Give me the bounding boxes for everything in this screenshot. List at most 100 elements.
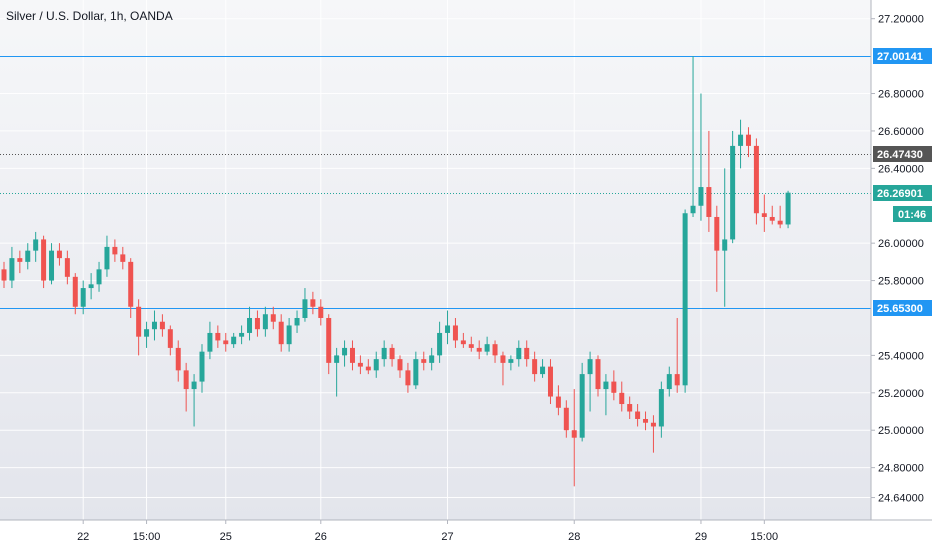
candle-body	[603, 381, 609, 390]
price-label-box	[873, 48, 932, 64]
candle	[397, 355, 403, 378]
candle-body	[278, 321, 284, 345]
candle-body	[730, 145, 736, 240]
candle	[579, 362, 585, 442]
candle-body	[310, 299, 316, 307]
candle-body	[785, 192, 791, 225]
candle	[239, 325, 245, 345]
candle	[413, 351, 419, 390]
candle	[508, 355, 514, 371]
candle	[120, 246, 126, 270]
candle	[310, 291, 316, 315]
price-label-box	[873, 146, 932, 162]
candle-body	[41, 239, 47, 281]
candle-body	[262, 314, 268, 330]
candle	[587, 351, 593, 412]
candle	[349, 340, 355, 371]
price-label-text: 25.65300	[877, 303, 923, 315]
candle	[555, 385, 561, 416]
candle	[49, 243, 55, 285]
candle	[294, 310, 300, 333]
candle-body	[571, 430, 577, 438]
candle-body	[136, 306, 142, 337]
candle	[56, 243, 62, 266]
price-label: 26.26901	[873, 185, 932, 201]
candle-body	[429, 355, 435, 363]
candle-body	[334, 355, 340, 363]
candle-body	[476, 347, 482, 352]
candle	[136, 299, 142, 356]
candle	[658, 381, 664, 438]
candle	[262, 306, 268, 337]
price-labels: 27.00141 26.47430 26.26901 25.65300 01:46	[873, 48, 932, 316]
candle-body	[753, 145, 759, 214]
candle-body	[159, 321, 165, 330]
candle	[722, 168, 728, 307]
candle-body	[611, 381, 617, 393]
candle-body	[421, 359, 427, 363]
candle	[563, 400, 569, 438]
candle-body	[445, 325, 451, 333]
candle	[381, 340, 387, 367]
candle-body	[231, 336, 237, 345]
candle-body	[302, 299, 308, 318]
price-label-box	[873, 185, 932, 201]
candle	[611, 370, 617, 401]
price-axis[interactable]: 27.20000 26.80000 26.60000 26.40000 26.00000…	[871, 14, 924, 505]
candle-body	[247, 317, 253, 333]
candle-body	[104, 246, 110, 270]
time-axis[interactable]: 22 15:00 25 26 27 28 29 15:00	[77, 520, 778, 543]
candle	[571, 389, 577, 487]
price-tick-label: 26.40000	[878, 163, 924, 175]
candle-body	[17, 258, 23, 262]
candle-body	[738, 134, 744, 146]
candle-body	[413, 359, 419, 386]
candle	[785, 190, 791, 229]
candle	[373, 351, 379, 378]
candle	[96, 261, 102, 292]
candle	[674, 317, 680, 393]
price-label: 25.65300	[873, 300, 932, 316]
candle-body	[49, 250, 55, 281]
candle	[690, 56, 696, 217]
candle-body	[555, 396, 561, 408]
candle-body	[405, 370, 411, 386]
candle-body	[532, 359, 538, 375]
candle	[357, 355, 363, 375]
candle-body	[650, 422, 656, 427]
candle-body	[524, 347, 530, 360]
candle-body	[500, 355, 506, 363]
candle	[603, 374, 609, 416]
candle-body	[777, 220, 783, 225]
time-tick-label: 22	[77, 531, 89, 543]
candle	[666, 366, 672, 397]
candle	[33, 231, 39, 262]
candle-body	[658, 389, 664, 427]
candle-body	[33, 239, 39, 251]
candle-body	[120, 254, 126, 262]
candle	[619, 381, 625, 412]
price-tick-label: 26.80000	[878, 89, 924, 101]
candle	[421, 351, 427, 371]
price-tick-label: 24.64000	[878, 493, 924, 505]
candle-body	[128, 261, 134, 307]
candle	[650, 415, 656, 453]
candle-body	[1, 269, 7, 281]
time-tick-label: 28	[568, 531, 580, 543]
candle-body	[183, 370, 189, 390]
candle-body	[722, 239, 728, 251]
candle	[326, 314, 332, 375]
candles	[1, 56, 791, 487]
candle	[199, 344, 205, 393]
candle	[738, 119, 744, 169]
candle	[682, 209, 688, 393]
countdown-text: 01:46	[898, 209, 926, 221]
candle	[64, 250, 70, 285]
candle	[41, 235, 47, 289]
candle-body	[270, 314, 276, 322]
candle	[730, 130, 736, 244]
candle-body	[64, 258, 70, 277]
candle-body	[342, 347, 348, 356]
candle-body	[690, 205, 696, 214]
candle	[484, 336, 490, 356]
